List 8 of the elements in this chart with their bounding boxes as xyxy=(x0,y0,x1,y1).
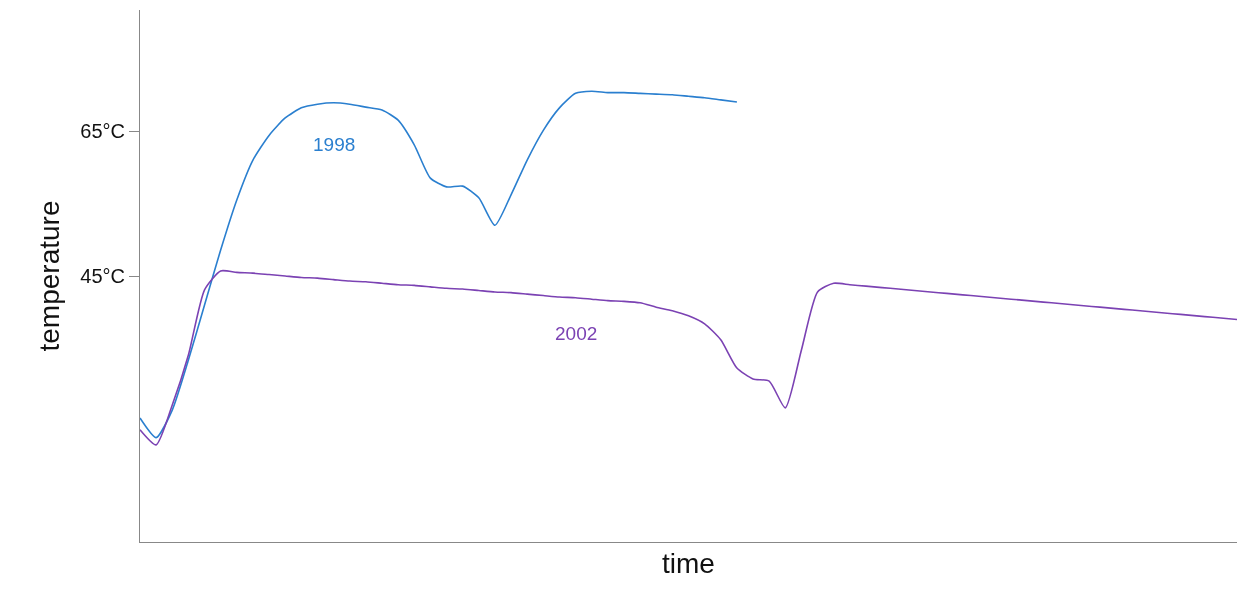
y-axis-title: temperature xyxy=(34,200,66,352)
series-label: 1998 xyxy=(313,134,356,155)
y-tick-label: 45°C xyxy=(80,265,125,287)
y-tick-label: 65°C xyxy=(80,120,125,143)
line-series xyxy=(140,90,738,439)
x-axis-title: time xyxy=(662,547,715,579)
line-series xyxy=(140,269,1237,446)
series-label: 2002 xyxy=(555,323,598,344)
